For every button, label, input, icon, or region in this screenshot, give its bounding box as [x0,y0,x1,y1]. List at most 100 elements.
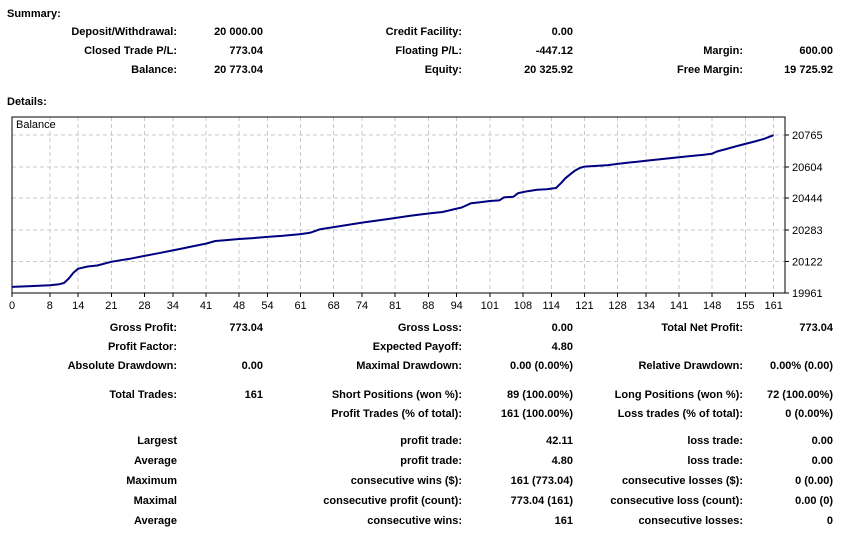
stat-value [743,341,833,354]
y-axis-label: 19961 [792,288,823,300]
stat-value: 42.11 [546,435,573,447]
chart-title: Balance [16,119,56,131]
stat-row: Average profit trade: 4.80 loss trade: 0.00 [0,455,833,468]
stat-value: 72 (100.00%) [766,389,833,401]
stat-value: 0.00% (0.00) [770,360,833,372]
stat-label: consecutive loss (count): [610,495,743,507]
summary-heading: Summary: [7,8,61,20]
stat-label: loss trade: [687,435,743,447]
stat-label: Deposit/Withdrawal: [71,26,177,38]
stat-value: -447.12 [535,45,573,57]
stat-label: Margin: [703,45,743,57]
stat-row: Profit Trades (% of total): 161 (100.00%)… [0,408,833,421]
stat-label: Relative Drawdown: [638,360,743,372]
stat-label: Free Margin: [676,64,743,76]
stat-label: Gross Profit: [109,322,177,334]
stat-label: Maximal [133,495,177,507]
stat-row: Profit Factor: Expected Payoff: 4.80 [0,341,833,354]
stat-value [177,515,263,528]
details-stats-extremes: Largest profit trade: 42.11 loss trade: 0.00… [0,435,833,535]
summary-stats: Deposit/Withdrawal: 20 000.00 Credit Facil… [0,26,833,83]
y-axis-label: 20444 [792,193,823,205]
x-axis-label: 121 [575,300,593,312]
x-axis-label: 108 [514,300,532,312]
stat-label: consecutive wins ($): [350,475,462,487]
stat-label: Long Positions (won %): [614,389,743,401]
stat-value: 4.80 [551,455,573,467]
y-axis-label: 20122 [792,256,823,268]
stat-label: Closed Trade P/L: [84,45,177,57]
x-axis-label: 48 [233,300,245,312]
x-axis-label: 161 [764,300,782,312]
stat-row: Deposit/Withdrawal: 20 000.00 Credit Facil… [0,26,833,39]
x-axis-label: 134 [637,300,655,312]
stat-value: 0.00 [241,360,263,372]
stat-value [177,408,263,421]
stat-value: 20 773.04 [214,64,263,76]
stat-value: 89 (100.00%) [506,389,573,401]
stat-value: 0 (0.00%) [785,408,833,420]
stat-label: Average [133,455,177,467]
stat-label: Gross Loss: [397,322,462,334]
details-stats-trades: Total Trades: 161 Short Positions (won %):… [0,389,833,427]
stat-value: 20 000.00 [214,26,263,38]
x-axis-label: 61 [294,300,306,312]
stat-value [177,341,263,354]
stat-value: 0.00 [551,322,573,334]
stat-value: 0.00 [551,26,573,38]
stat-label: Equity: [424,64,462,76]
stat-label: profit trade: [400,435,462,447]
chart-layers: 19961 20122 20283 20444 20604 20765 0 8 14 21 28 34… [9,116,823,312]
stat-row: Closed Trade P/L: 773.04 Floating P/L: -447… [0,45,833,58]
x-axis-label: 88 [422,300,434,312]
stat-value: 0.00 [811,455,833,467]
stat-value: 0.00 [811,435,833,447]
x-axis-label: 74 [356,300,368,312]
y-axis-label: 20765 [792,130,823,142]
stat-value: 20 325.92 [524,64,573,76]
details-stats-profit: Gross Profit: 773.04 Gross Loss: 0.00 Total … [0,322,833,379]
balance-chart: 19961 20122 20283 20444 20604 20765 0 8 14 21 28 34… [0,110,845,312]
stat-value: 4.80 [551,341,573,353]
chart-border [11,116,786,294]
x-axis-label: 14 [72,300,84,312]
x-axis-label: 128 [608,300,626,312]
stat-label: Expected Payoff: [372,341,462,353]
stat-label: Profit Trades (% of total): [331,408,462,420]
balance-line [11,134,774,288]
details-heading: Details: [7,96,47,108]
stat-label: Maximum [126,475,177,487]
x-axis-label: 0 [9,300,15,312]
stat-value: 773.04 (161) [510,495,573,507]
x-axis-label: 148 [703,300,721,312]
stat-label: Balance: [131,64,177,76]
stat-label [0,408,177,421]
x-axis-label: 8 [47,300,53,312]
stat-row: Gross Profit: 773.04 Gross Loss: 0.00 Total … [0,322,833,335]
stat-label: loss trade: [687,455,743,467]
stat-label: Largest [137,435,177,447]
stat-label: Average [133,515,177,527]
stat-label [573,26,743,39]
stat-value: 773.04 [799,322,833,334]
y-axis-label: 20283 [792,225,823,237]
x-axis-label: 41 [200,300,212,312]
stat-value: 0.00 (0) [795,495,833,507]
x-axis-label: 141 [670,300,688,312]
stat-value [177,495,263,508]
y-axis-label: 20604 [792,162,823,174]
stat-value: 161 (100.00%) [500,408,573,420]
x-axis-label: 68 [328,300,340,312]
x-axis-label: 101 [481,300,499,312]
stat-value: 161 (773.04) [510,475,573,487]
stat-value: 0 (0.00) [795,475,833,487]
stat-label: Credit Facility: [385,26,462,38]
stat-label: Floating P/L: [395,45,462,57]
stat-label: consecutive losses ($): [621,475,743,487]
x-axis-label: 94 [451,300,463,312]
stat-label: Absolute Drawdown: [67,360,177,372]
stat-value: 161 [244,389,263,401]
stat-value [177,455,263,468]
stat-row: Absolute Drawdown: 0.00 Maximal Drawdown: 0… [0,360,833,373]
balance-chart-svg: 19961 20122 20283 20444 20604 20765 0 8 14 21 28 34… [9,116,823,312]
